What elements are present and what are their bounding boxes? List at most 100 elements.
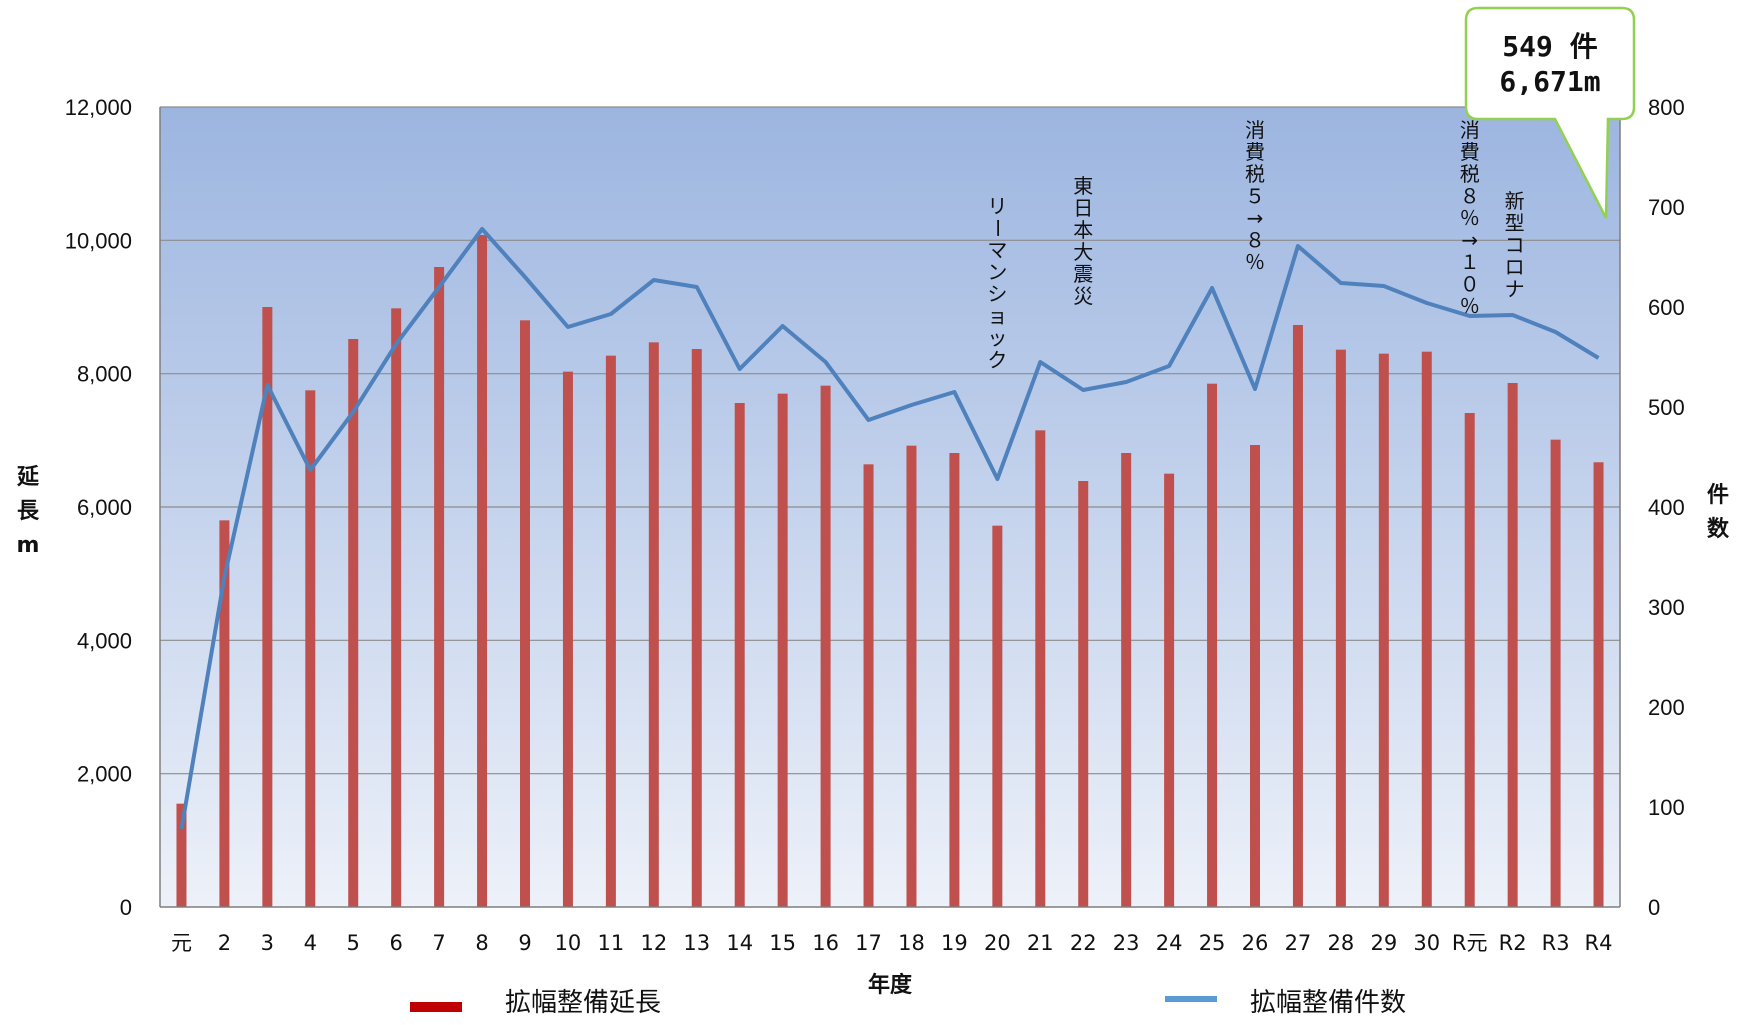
left-tick-label: 4,000 bbox=[77, 628, 132, 653]
annotation-char: → bbox=[1461, 228, 1478, 252]
category-label: 18 bbox=[898, 931, 925, 955]
bar bbox=[520, 320, 530, 907]
right-tick-label: 700 bbox=[1648, 195, 1685, 220]
bar bbox=[1207, 383, 1218, 908]
bar bbox=[992, 525, 1003, 907]
category-label: 3 bbox=[261, 931, 274, 955]
bar bbox=[734, 403, 745, 907]
right-tick-label: 100 bbox=[1648, 795, 1685, 820]
category-label: 10 bbox=[555, 931, 582, 955]
category-label: 26 bbox=[1242, 931, 1269, 955]
annotation-char: ８ bbox=[1460, 184, 1480, 208]
category-label: 16 bbox=[812, 931, 839, 955]
category-label: 13 bbox=[683, 931, 710, 955]
category-label: 19 bbox=[941, 931, 968, 955]
category-label: 4 bbox=[304, 931, 317, 955]
category-label: R2 bbox=[1499, 931, 1527, 955]
left-tick-label: 6,000 bbox=[77, 495, 132, 520]
annotation-char: 災 bbox=[1073, 284, 1093, 308]
annotation-char: → bbox=[1247, 206, 1264, 230]
bar bbox=[176, 803, 187, 907]
bar bbox=[262, 307, 273, 907]
bar bbox=[1250, 445, 1260, 907]
annotation-char: 東 bbox=[1073, 174, 1093, 198]
annotation-char: リ bbox=[987, 194, 1007, 218]
right-tick-label: 600 bbox=[1648, 295, 1685, 320]
annotation-char: ロ bbox=[1505, 255, 1525, 279]
left-tick-label: 2,000 bbox=[77, 762, 132, 787]
right-tick-label: 500 bbox=[1648, 395, 1685, 420]
bar bbox=[1464, 413, 1475, 907]
annotation-char: １ bbox=[1460, 250, 1480, 274]
category-label: 17 bbox=[855, 931, 882, 955]
annotation-char: 新 bbox=[1505, 189, 1525, 213]
right-tick-labels: 0 100 200 300 400 500 600 700 800 bbox=[1648, 95, 1685, 920]
annotation-char: シ bbox=[987, 282, 1007, 306]
bar bbox=[1164, 473, 1175, 907]
bar bbox=[863, 464, 874, 907]
category-label: 2 bbox=[218, 931, 231, 955]
axis-title-char: 長 bbox=[17, 499, 40, 524]
annotation-char: 型 bbox=[1505, 211, 1525, 235]
annotation-char: 大 bbox=[1073, 240, 1093, 264]
legend-bar-label: 拡幅整備延長 bbox=[505, 988, 661, 1018]
annotation-char: 本 bbox=[1073, 218, 1093, 242]
bar bbox=[1421, 351, 1432, 908]
annotation-char: 消 bbox=[1245, 118, 1265, 142]
category-label: 25 bbox=[1199, 931, 1226, 955]
legend-bar-swatch bbox=[410, 1002, 462, 1012]
annotation-char: コ bbox=[1505, 233, 1525, 257]
category-label: 22 bbox=[1070, 931, 1097, 955]
category-label: 5 bbox=[347, 931, 360, 955]
annotation-char: ッ bbox=[987, 326, 1007, 350]
axis-title-char: 延 bbox=[16, 465, 40, 490]
annotation-char: ８ bbox=[1245, 228, 1265, 252]
annotation-char: 税 bbox=[1245, 162, 1265, 186]
axis-title-char: m bbox=[17, 533, 40, 558]
bar bbox=[562, 371, 573, 908]
left-tick-labels: 0 2,000 4,000 6,000 8,000 10,000 12,000 bbox=[65, 95, 132, 920]
annotation-char: ー bbox=[985, 218, 1009, 238]
category-label: 30 bbox=[1413, 931, 1440, 955]
bar bbox=[648, 342, 659, 907]
category-label: 15 bbox=[769, 931, 796, 955]
bar bbox=[605, 355, 616, 908]
annotation-char: ％ bbox=[1460, 206, 1480, 230]
line-series bbox=[179, 227, 1600, 830]
category-label: 20 bbox=[984, 931, 1011, 955]
annotation-char: 消 bbox=[1460, 118, 1480, 142]
annotation-char: マ bbox=[987, 238, 1007, 262]
legend-line-label: 拡幅整備件数 bbox=[1250, 988, 1406, 1018]
annotation-char: ％ bbox=[1460, 294, 1480, 318]
category-label: 21 bbox=[1027, 931, 1054, 955]
category-label: 12 bbox=[640, 931, 667, 955]
category-label: 11 bbox=[598, 931, 625, 955]
annotation-char: ０ bbox=[1460, 272, 1480, 296]
annotation-char: 費 bbox=[1245, 140, 1265, 164]
right-tick-label: 200 bbox=[1648, 695, 1685, 720]
annotation-char: 税 bbox=[1460, 162, 1480, 186]
left-tick-label: 0 bbox=[120, 895, 132, 920]
category-label: R元 bbox=[1452, 931, 1488, 955]
bar bbox=[1378, 353, 1389, 908]
category-label: 14 bbox=[726, 931, 753, 955]
category-label: R3 bbox=[1542, 931, 1570, 955]
callout: 549 件 6,671m bbox=[1464, 6, 1636, 219]
bar bbox=[219, 520, 230, 907]
bar bbox=[305, 390, 316, 907]
category-label: 23 bbox=[1113, 931, 1140, 955]
bar bbox=[1507, 383, 1518, 907]
callout-line2: 6,671m bbox=[1499, 65, 1600, 98]
category-label: 9 bbox=[518, 931, 531, 955]
right-tick-label: 400 bbox=[1648, 495, 1685, 520]
annotation-char: 震 bbox=[1073, 262, 1093, 286]
right-tick-label: 800 bbox=[1648, 95, 1685, 120]
right-tick-label: 300 bbox=[1648, 595, 1685, 620]
axis-title-char: 件 bbox=[1707, 483, 1729, 508]
bar bbox=[477, 235, 488, 907]
bar bbox=[1078, 481, 1089, 907]
callout-line1: 549 件 bbox=[1502, 30, 1597, 63]
category-label: R4 bbox=[1585, 931, 1613, 955]
left-tick-label: 8,000 bbox=[77, 362, 132, 387]
